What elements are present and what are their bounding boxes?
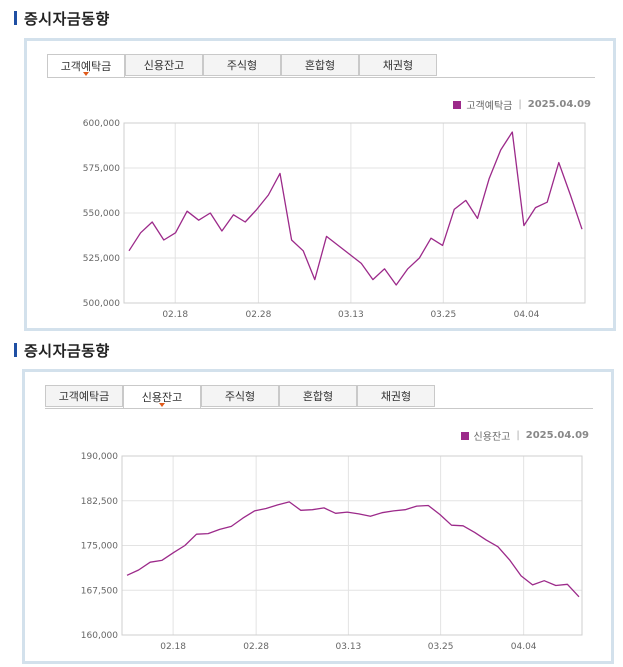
tab-mixed-fund[interactable]: 혼합형 xyxy=(279,385,357,407)
x-tick-label: 03.13 xyxy=(336,642,362,652)
tab-stock-fund[interactable]: 주식형 xyxy=(203,54,281,76)
tab-customer-deposit[interactable]: 고객예탁금 xyxy=(45,385,123,407)
tab-bond-fund[interactable]: 채권형 xyxy=(359,54,437,76)
tab-bar: 고객예탁금 신용잔고 주식형 혼합형 채권형 xyxy=(45,385,435,409)
line-chart-2: 160,000 167,500 175,000 182,500 190,000 02.18… xyxy=(81,452,583,652)
y-tick-label: 600,000 xyxy=(83,119,120,129)
chart-legend: 고객예탁금 | 2025.04.09 xyxy=(453,97,591,112)
legend-series-name: 고객예탁금 xyxy=(466,101,513,112)
line-chart-1: 500,000 525,000 550,000 575,000 600,000 02.18… xyxy=(83,119,586,320)
x-tick-label: 03.25 xyxy=(428,642,454,652)
series-line xyxy=(126,501,580,598)
legend-date: 2025.04.09 xyxy=(527,99,591,110)
x-tick-label: 03.13 xyxy=(338,310,364,320)
x-tick-label: 02.18 xyxy=(162,310,188,320)
legend-series-name: 신용잔고 xyxy=(473,432,511,443)
tab-baseline xyxy=(47,77,595,78)
tab-mixed-fund[interactable]: 혼합형 xyxy=(281,54,359,76)
section-title: 증시자금동향 xyxy=(14,340,110,360)
plot-border xyxy=(123,122,586,304)
tab-customer-deposit[interactable]: 고객예탁금 xyxy=(47,54,125,78)
y-tick-label: 175,000 xyxy=(81,542,118,552)
active-tab-caret-icon xyxy=(159,403,165,407)
y-tick-label: 500,000 xyxy=(83,299,120,309)
x-tick-label: 02.28 xyxy=(243,642,269,652)
y-tick-label: 190,000 xyxy=(81,452,118,462)
chart-panel-2: 고객예탁금 신용잔고 주식형 혼합형 채권형 신용잔고 | 2025.04.09… xyxy=(22,369,614,664)
x-tick-label: 04.04 xyxy=(511,642,537,652)
tab-credit-balance[interactable]: 신용잔고 xyxy=(123,385,201,409)
tab-credit-balance[interactable]: 신용잔고 xyxy=(125,54,203,76)
title-bar-marker xyxy=(14,11,17,25)
section-title-text: 증시자금동향 xyxy=(24,341,110,360)
plot-border xyxy=(121,455,583,636)
tab-baseline xyxy=(45,408,593,409)
section-title: 증시자금동향 xyxy=(14,8,110,28)
y-tick-label: 182,500 xyxy=(81,497,118,507)
legend-separator: | xyxy=(516,430,520,441)
x-tick-label: 03.25 xyxy=(430,310,456,320)
chart-panel-1: 고객예탁금 신용잔고 주식형 혼합형 채권형 고객예탁금 | 2025.04.0… xyxy=(24,38,616,331)
y-tick-label: 550,000 xyxy=(83,209,120,219)
active-tab-caret-icon xyxy=(83,72,89,76)
y-tick-label: 167,500 xyxy=(81,586,118,596)
tab-bar: 고객예탁금 신용잔고 주식형 혼합형 채권형 xyxy=(47,54,437,78)
y-tick-label: 525,000 xyxy=(83,254,120,264)
chart-legend: 신용잔고 | 2025.04.09 xyxy=(460,428,589,443)
x-tick-label: 02.28 xyxy=(246,310,272,320)
legend-swatch-icon xyxy=(453,100,462,109)
section-title-text: 증시자금동향 xyxy=(24,9,110,28)
tab-bond-fund[interactable]: 채권형 xyxy=(357,385,435,407)
tab-stock-fund[interactable]: 주식형 xyxy=(201,385,279,407)
legend-separator: | xyxy=(518,99,522,110)
legend-swatch-icon xyxy=(460,431,469,440)
y-tick-label: 160,000 xyxy=(81,631,118,641)
legend-date: 2025.04.09 xyxy=(525,430,589,441)
series-line xyxy=(128,131,583,286)
x-tick-label: 04.04 xyxy=(514,310,540,320)
title-bar-marker xyxy=(14,343,17,357)
x-tick-label: 02.18 xyxy=(160,642,186,652)
y-tick-label: 575,000 xyxy=(83,164,120,174)
